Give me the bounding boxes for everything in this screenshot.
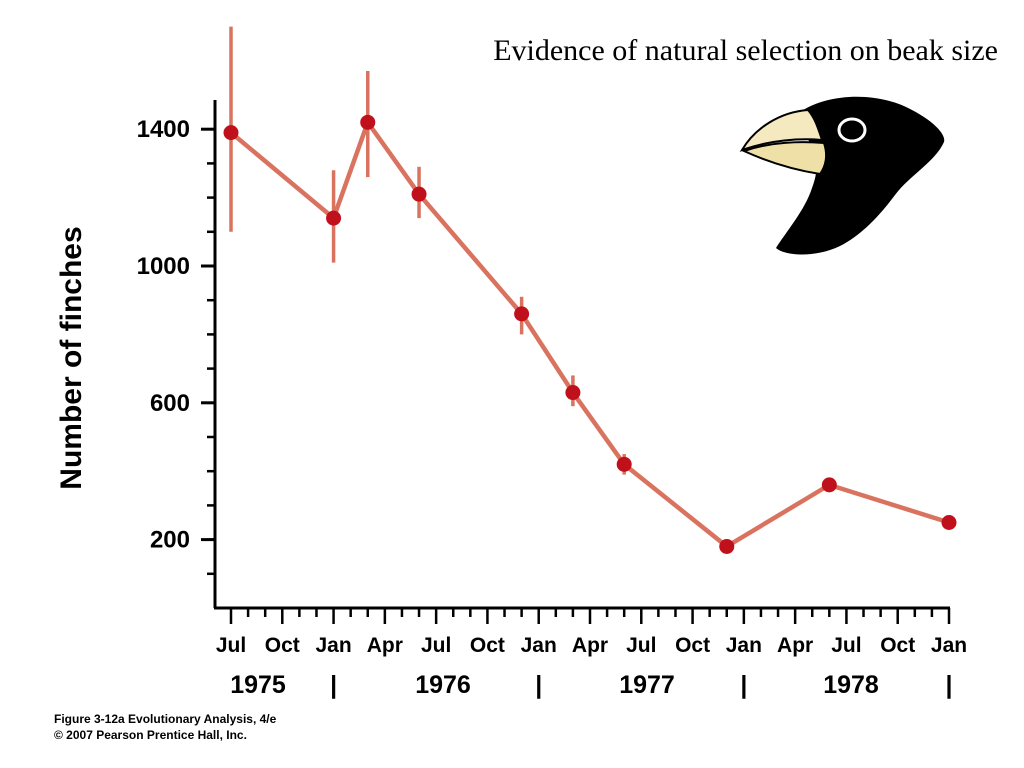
x-tick-label: Jul (626, 634, 656, 657)
year-separator: | (330, 671, 337, 699)
data-point (326, 210, 342, 226)
year-label: 1975 (230, 671, 286, 699)
data-point (941, 515, 957, 530)
x-tick-label: Oct (265, 634, 300, 657)
series-line (229, 120, 950, 549)
chart-title: Evidence of natural selection on beak si… (493, 34, 998, 67)
finch-beak-lower (741, 141, 828, 176)
year-label: 1977 (619, 671, 675, 699)
x-tick-label: Jan (726, 634, 762, 657)
x-tick-label: Jul (216, 634, 246, 657)
data-point (411, 186, 427, 202)
year-separator: | (535, 671, 542, 699)
x-tick-label: Apr (367, 634, 403, 657)
year-separator: | (946, 671, 953, 699)
finch-beak-upper (739, 108, 824, 152)
finch-eye-ring (837, 117, 867, 143)
x-tick-label: Apr (572, 634, 608, 657)
x-tick-label: Oct (470, 634, 505, 657)
y-axis-label: Number of finches (55, 226, 88, 489)
finch-eye (847, 125, 857, 135)
data-point (719, 538, 735, 554)
data-point (514, 306, 530, 322)
y-tick-label: 1000 (137, 253, 190, 280)
x-tick-label: Jan (315, 634, 351, 657)
x-tick-label: Jul (421, 634, 451, 657)
data-point (223, 125, 239, 141)
data-point (821, 477, 837, 493)
x-tick-label: Oct (880, 634, 915, 657)
data-point (616, 456, 632, 472)
axes: 200 600 1000 1400 Jul Oct Jan Apr Jul Oct Jan Apr Ju… (137, 100, 967, 699)
year-label: 1976 (415, 671, 471, 699)
x-tick-label: Jul (831, 634, 861, 657)
x-tick-label: Oct (675, 634, 710, 657)
y-tick-label: 200 (150, 527, 190, 554)
x-tick-label: Apr (777, 634, 813, 657)
plot-area (223, 26, 957, 554)
year-label: 1978 (823, 671, 879, 699)
year-separator: | (740, 671, 747, 699)
finch-head-icon (739, 96, 945, 255)
data-point (360, 114, 376, 130)
data-point (565, 385, 581, 401)
x-tick-label: Jan (931, 634, 967, 657)
figure-caption-line2: © 2007 Pearson Prentice Hall, Inc. (54, 728, 247, 742)
x-tick-label: Jan (521, 634, 557, 657)
y-tick-label: 1400 (137, 116, 190, 143)
figure-caption-line1: Figure 3-12a Evolutionary Analysis, 4/e (54, 712, 277, 726)
y-tick-label: 600 (150, 390, 190, 417)
